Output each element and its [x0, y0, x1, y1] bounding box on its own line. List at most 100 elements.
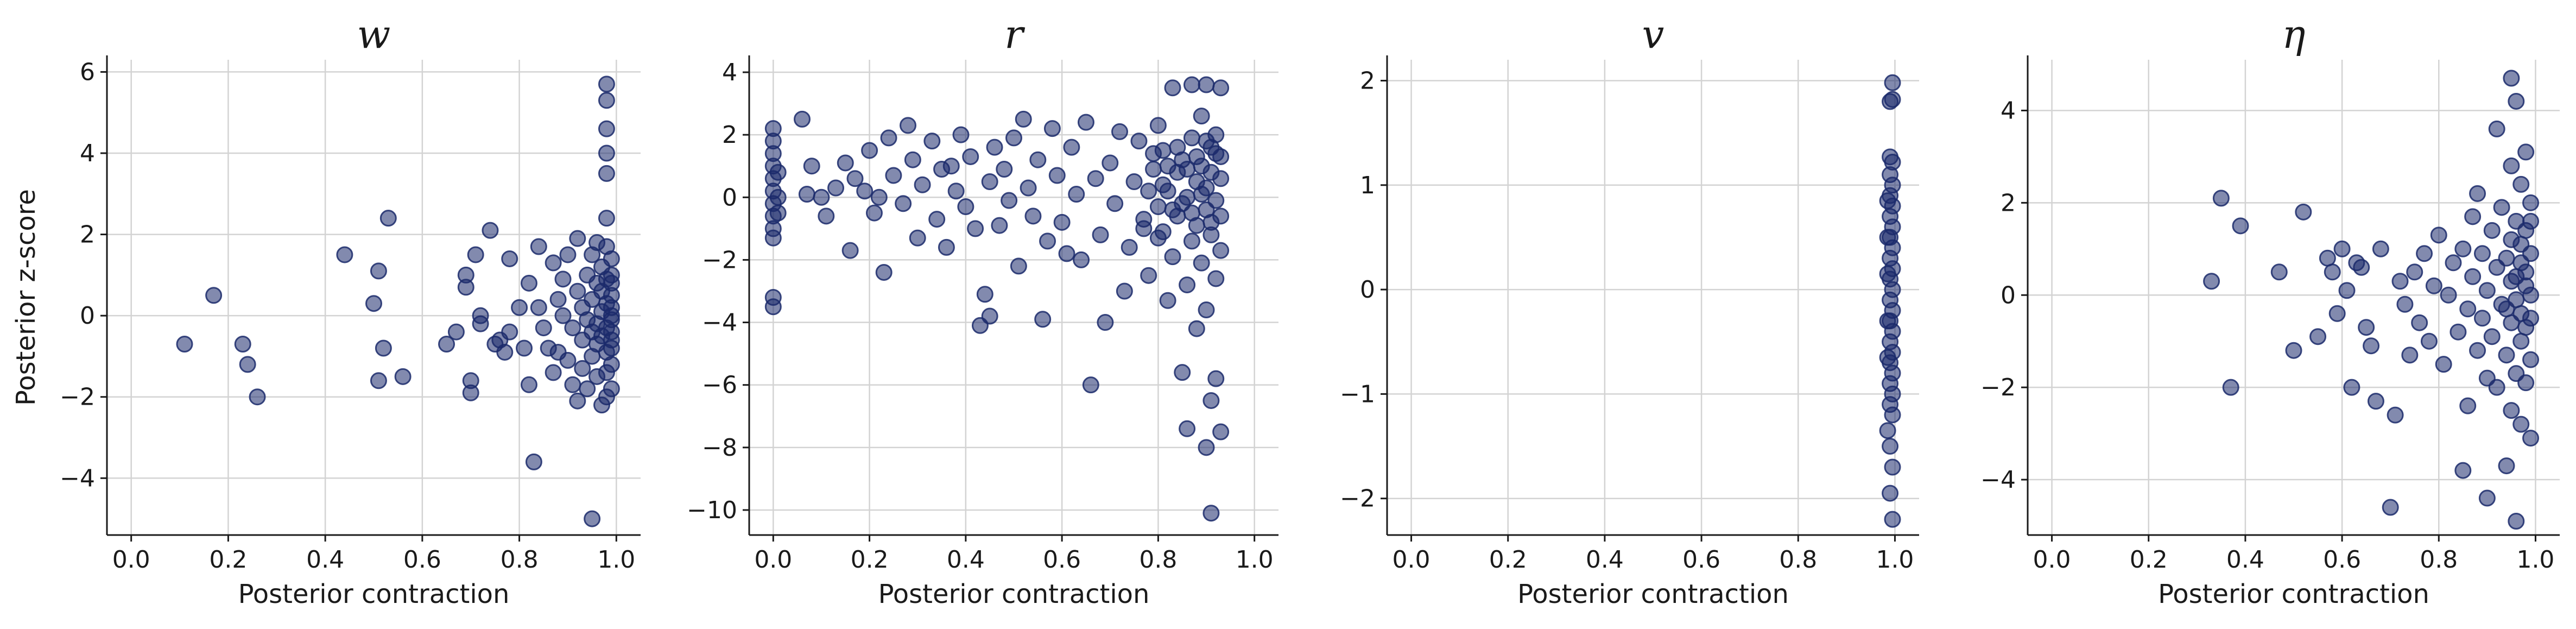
y-tick-label: 0	[80, 302, 95, 330]
data-point	[2387, 406, 2404, 424]
data-point	[2391, 273, 2409, 290]
data-point	[1179, 160, 1196, 178]
data-point	[462, 384, 479, 401]
data-points	[176, 76, 620, 527]
data-point	[856, 183, 874, 200]
data-point	[1068, 186, 1085, 203]
data-point	[1159, 292, 1176, 309]
chart-panel-3: 0.0 0.2 0.4 0.6 0.8 1.0 −2 −1 0 1 2 v Posterior cont…	[1340, 11, 1919, 609]
data-point	[1882, 485, 1899, 502]
data-point	[370, 372, 387, 389]
y-tick-label: 2	[1360, 67, 1375, 95]
data-point	[2358, 319, 2375, 336]
data-point	[603, 323, 620, 341]
data-point	[769, 188, 787, 206]
x-tick-label: 1.0	[1876, 546, 1914, 574]
data-point	[1202, 213, 1220, 231]
data-point	[2522, 351, 2540, 368]
data-point	[2401, 347, 2419, 364]
data-point	[1164, 248, 1181, 266]
data-point	[598, 92, 615, 109]
data-point	[365, 295, 382, 312]
y-tick-label: 4	[722, 59, 737, 86]
data-point	[837, 154, 854, 172]
data-point	[379, 210, 397, 227]
data-point	[1043, 120, 1061, 137]
data-point	[176, 336, 193, 353]
data-point	[530, 238, 547, 255]
data-point	[530, 299, 547, 316]
chart-title: v	[1642, 11, 1664, 57]
data-point	[2469, 185, 2486, 202]
data-point	[1212, 423, 1230, 441]
data-point	[1884, 458, 1901, 476]
data-point	[986, 139, 1003, 156]
data-point	[525, 453, 542, 470]
data-point	[2319, 249, 2336, 267]
data-point	[2232, 217, 2249, 235]
data-point	[2222, 379, 2239, 396]
x-tick-label: 0.2	[2130, 546, 2168, 574]
data-point	[2512, 175, 2530, 193]
data-point	[2333, 240, 2351, 257]
data-point	[870, 188, 888, 206]
x-axis-label: Posterior contraction	[1517, 579, 1789, 609]
data-point	[2508, 92, 2525, 110]
data-point	[1188, 148, 1205, 165]
data-point	[1882, 93, 1899, 110]
data-point	[1212, 242, 1230, 259]
data-point	[861, 142, 878, 159]
y-tick-label: −2	[1980, 374, 2016, 401]
data-point	[1198, 301, 1215, 319]
data-point	[1125, 173, 1143, 191]
data-point	[1121, 238, 1138, 256]
x-tick-label: 0.4	[306, 546, 344, 574]
data-point	[545, 364, 562, 381]
data-point	[1149, 117, 1167, 134]
data-point	[875, 263, 893, 281]
data-point	[554, 307, 572, 324]
data-point	[1183, 76, 1200, 93]
data-point	[904, 151, 921, 168]
y-tick-label: 0	[1360, 276, 1375, 304]
x-axis-label: Posterior contraction	[878, 579, 1150, 609]
data-point	[2522, 310, 2540, 327]
data-point	[2522, 194, 2540, 211]
data-point	[511, 299, 528, 316]
data-point	[1039, 232, 1056, 250]
data-point	[2469, 342, 2486, 359]
data-point	[1212, 170, 1230, 187]
chart-panel-2: 0.0 0.2 0.4 0.6 0.8 1.0 −10 −8 −6 −4 −2 0 2 4 r Posteri…	[687, 11, 1278, 609]
data-point	[895, 195, 912, 212]
data-point	[2396, 295, 2414, 313]
x-tick-label: 0.6	[2323, 546, 2361, 574]
data-point	[2445, 254, 2462, 272]
x-tick-label: 0.6	[1043, 546, 1081, 574]
data-point	[579, 380, 596, 398]
data-point	[1884, 511, 1901, 528]
data-point	[1140, 267, 1157, 284]
data-point	[1130, 133, 1148, 150]
chart-title: r	[1004, 11, 1025, 57]
data-point	[2512, 254, 2530, 272]
data-point	[598, 76, 615, 93]
data-point	[2328, 305, 2346, 322]
data-point	[2420, 332, 2438, 350]
data-point	[336, 246, 353, 263]
data-point	[2309, 328, 2327, 345]
data-point	[1879, 229, 1896, 246]
data-point	[2203, 273, 2220, 290]
data-point	[880, 129, 897, 147]
x-tick-label: 0.6	[403, 546, 441, 574]
data-point	[967, 220, 984, 237]
data-point	[249, 388, 266, 406]
data-point	[2338, 282, 2356, 299]
data-point	[598, 120, 615, 137]
data-point	[1212, 79, 1230, 97]
data-point	[1198, 133, 1215, 150]
y-tick-label: −2	[60, 383, 95, 411]
y-tick-label: 2	[722, 121, 737, 149]
data-point	[923, 133, 941, 150]
data-point	[1010, 257, 1027, 275]
